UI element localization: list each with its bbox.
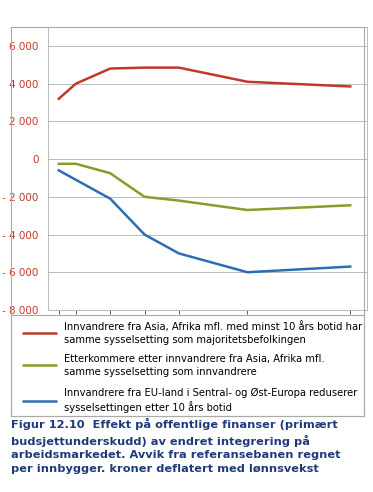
Text: Figur 12.10  Effekt på offentlige finanser (primært
budsjettunderskudd) av endre: Figur 12.10 Effekt på offentlige finanse… xyxy=(11,418,341,474)
FancyBboxPatch shape xyxy=(11,315,364,416)
Text: Etterkommere etter innvandrere fra Asia, Afrika mfl.
samme sysselsetting som inn: Etterkommere etter innvandrere fra Asia,… xyxy=(64,354,325,376)
Text: Innvandrere fra Asia, Afrika mfl. med minst 10 års botid har
samme sysselsetting: Innvandrere fra Asia, Afrika mfl. med mi… xyxy=(64,321,362,345)
Text: Innvandrere fra EU-land i Sentral- og Øst-Europa reduserer
sysselsettingen etter: Innvandrere fra EU-land i Sentral- og Øs… xyxy=(64,388,357,413)
